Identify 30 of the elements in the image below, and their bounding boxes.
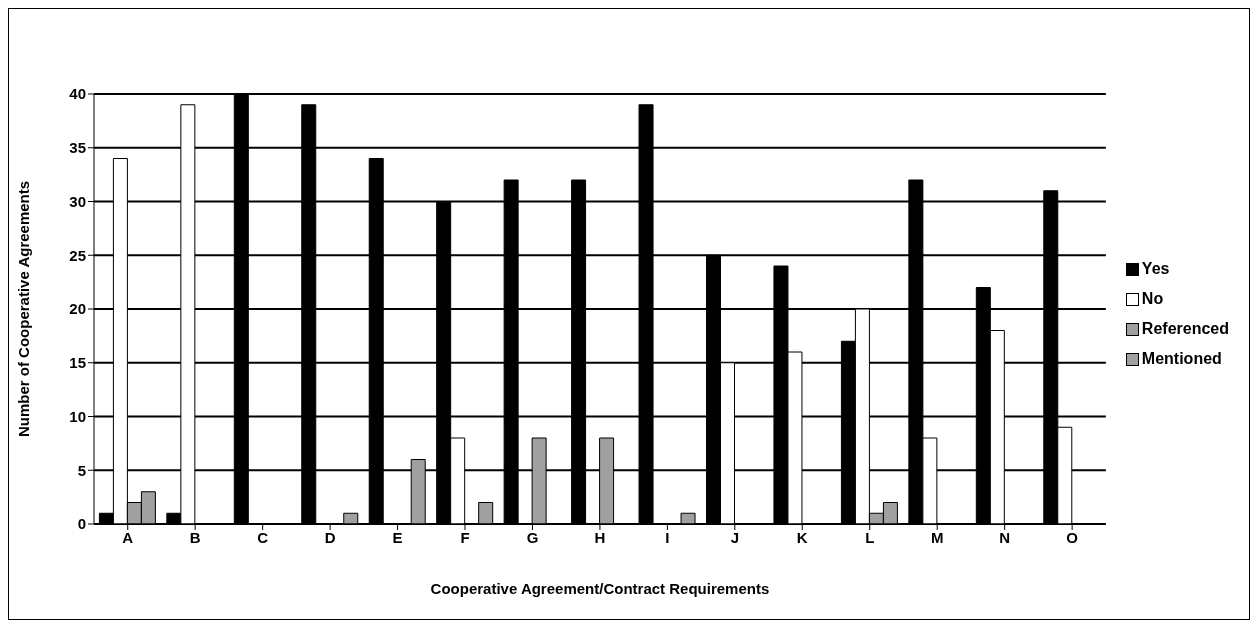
y-tick-label: 15 <box>69 354 86 372</box>
legend-label: No <box>1141 289 1164 309</box>
x-tick-label: B <box>189 528 201 546</box>
x-tick-label: J <box>730 528 740 546</box>
legend-label: Mentioned <box>1141 349 1222 369</box>
x-tick-label: L <box>865 528 875 546</box>
x-tick-label: I <box>665 528 670 546</box>
y-tick-label: 40 <box>69 85 86 103</box>
x-tick-label: N <box>999 528 1011 546</box>
legend-label: Yes <box>1141 259 1170 279</box>
y-tick-label: 20 <box>69 300 86 318</box>
x-tick-label: H <box>594 528 606 546</box>
x-tick-label: K <box>796 528 808 546</box>
x-tick-label: C <box>257 528 269 546</box>
y-tick-label: 10 <box>69 407 86 425</box>
y-tick-label: 35 <box>69 139 86 157</box>
y-axis-title: Number of Cooperative Agreements <box>15 180 33 438</box>
x-tick-label: G <box>526 528 539 546</box>
y-tick-label: 5 <box>77 461 86 479</box>
y-tick-label: 0 <box>77 515 86 533</box>
x-axis-title: Cooperative Agreement/Contract Requirements <box>430 580 770 597</box>
x-tick-label: E <box>392 528 403 546</box>
x-tick-label: O <box>1066 528 1079 546</box>
x-tick-label: A <box>122 528 134 546</box>
x-tick-label: F <box>460 528 470 546</box>
x-tick-label: D <box>324 528 336 546</box>
y-tick-label: 25 <box>69 246 86 264</box>
x-tick-label: M <box>930 528 944 546</box>
legend-label: Referenced <box>1141 319 1229 339</box>
y-tick-label: 30 <box>69 192 86 210</box>
